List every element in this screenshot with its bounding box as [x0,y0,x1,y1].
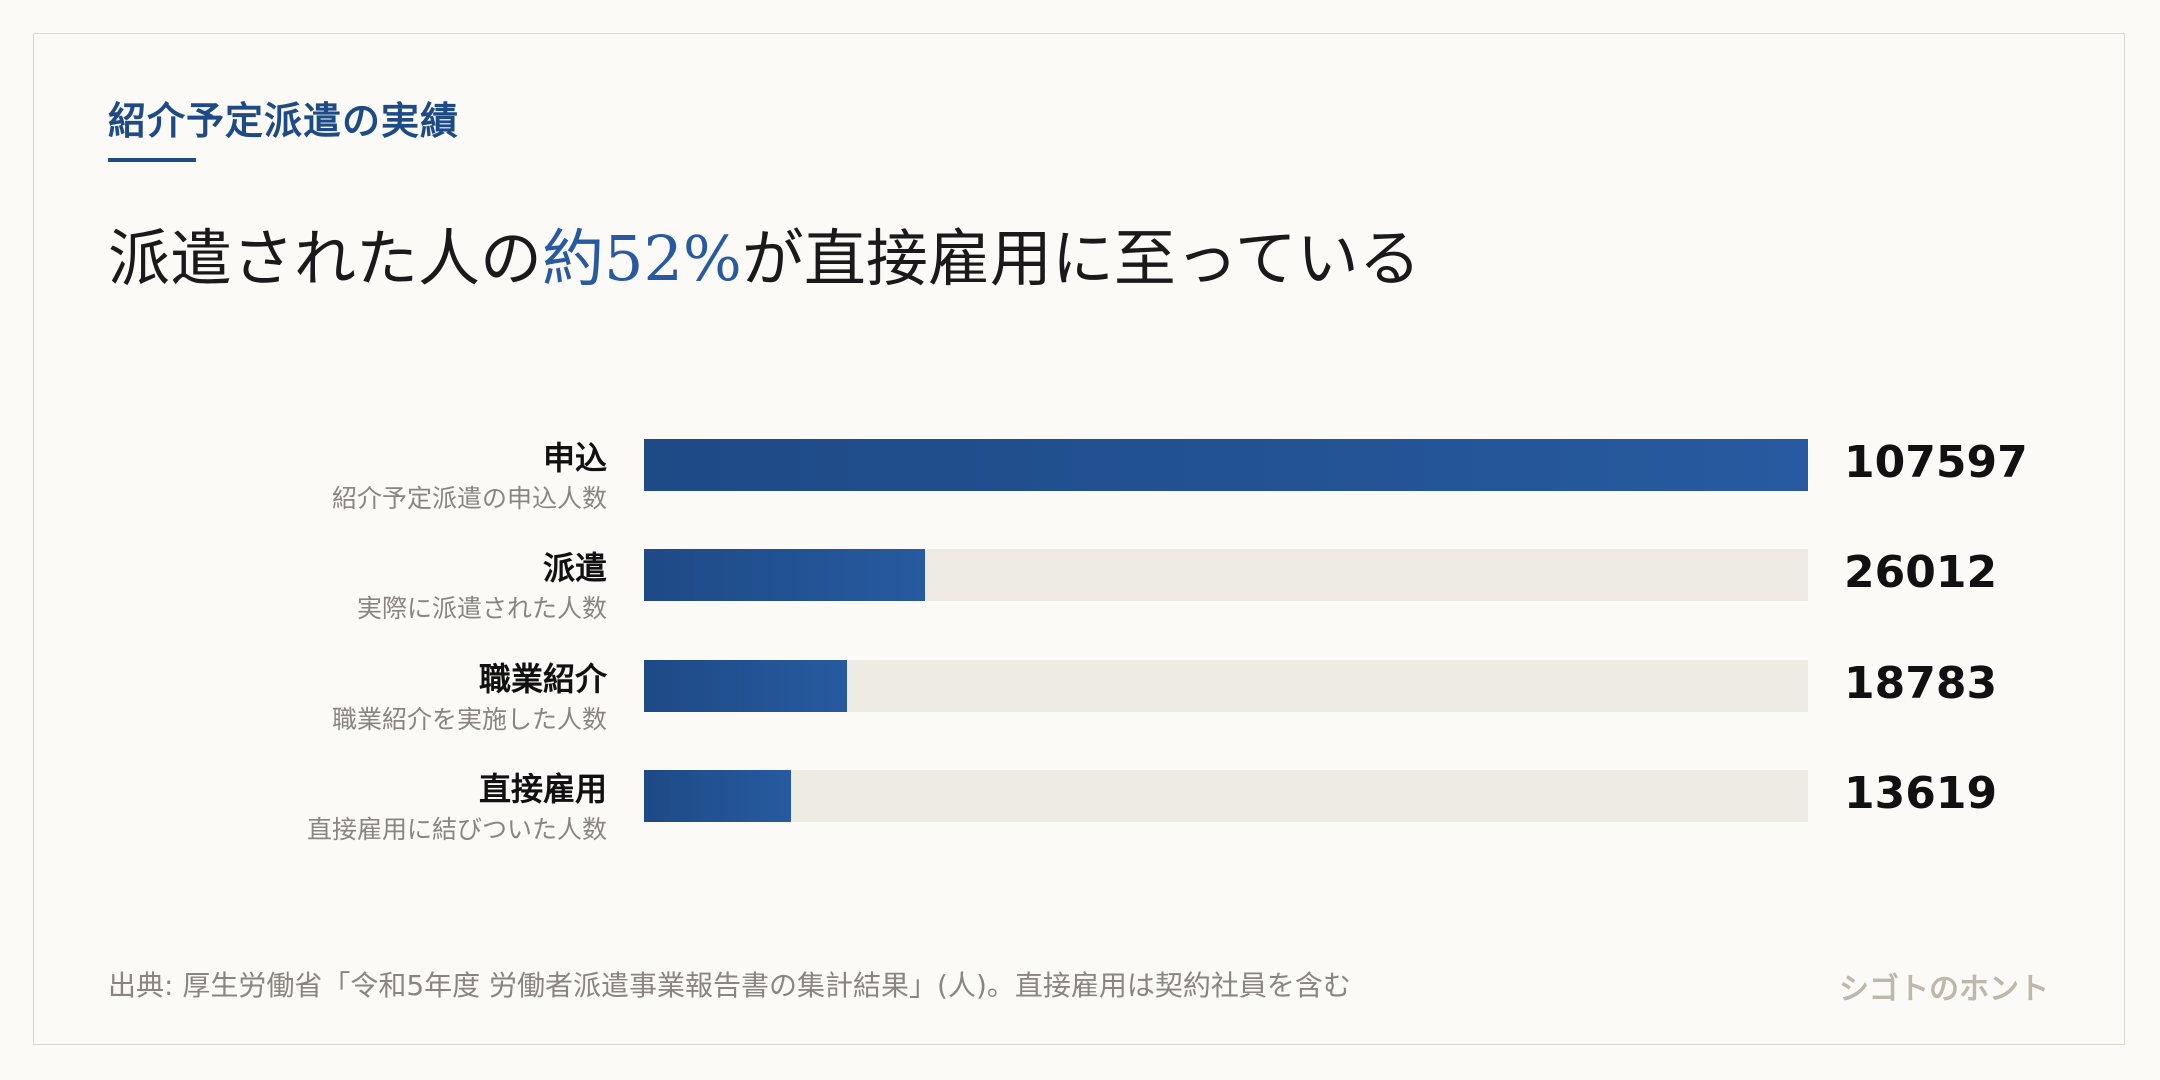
value-label: 107597 [1844,437,2028,488]
bar-track [644,660,1808,712]
bar-track [644,439,1808,491]
headline-pre: 派遣された人の [108,222,543,295]
value-label: 13619 [1844,768,1998,819]
bar-row: 職業紹介職業紹介を実施した人数 18783 [0,654,2160,764]
category-description: 実際に派遣された人数 [356,594,607,623]
category-label: 派遣 [542,549,607,587]
bar [644,660,848,712]
category-description: 紹介予定派遣の申込人数 [331,484,607,513]
bar [644,439,1808,491]
chart-card [33,33,2125,1045]
category-description: 直接雇用に結びついた人数 [306,815,607,844]
brand-logo-text: シゴトのホント [1839,972,2049,1007]
category-label: 直接雇用 [478,770,607,808]
eyebrow-title: 紹介予定派遣の実績 [108,99,460,143]
value-label: 18783 [1844,658,1998,709]
headline: 派遣された人の約52%が直接雇用に至っている [108,208,1421,298]
bar [644,770,792,822]
category-label: 申込 [542,439,607,477]
source-note: 出典: 厚生労働省「令和5年度 労働者派遣事業報告書の集計結果」(人)。直接雇用… [108,969,1351,1002]
category-label: 職業紹介 [478,660,607,698]
category-description: 職業紹介を実施した人数 [331,705,607,734]
headline-post: が直接雇用に至っている [741,222,1421,295]
bar-row: 派遣実際に派遣された人数 26012 [0,543,2160,653]
value-label: 26012 [1844,547,1998,598]
bar [644,549,926,601]
bar-track [644,770,1808,822]
headline-accent: 約52% [542,222,742,295]
bar-track [644,549,1808,601]
bar-row: 申込紹介予定派遣の申込人数 107597 [0,433,2160,543]
eyebrow-underline [108,158,196,162]
bar-row: 直接雇用直接雇用に結びついた人数 13619 [0,764,2160,874]
